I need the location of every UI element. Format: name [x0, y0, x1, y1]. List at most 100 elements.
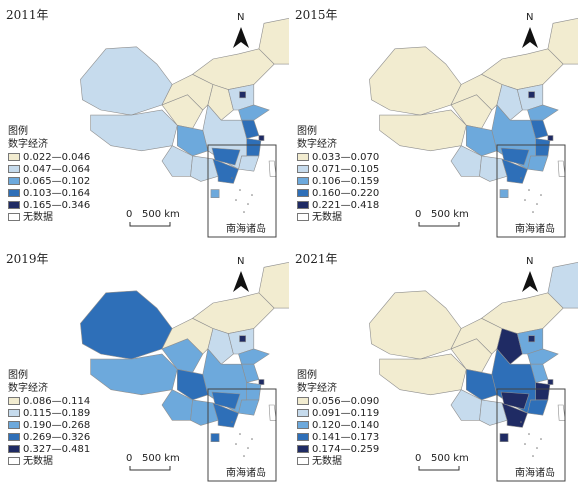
scale-zero: 0	[126, 453, 133, 464]
province-xinjiang	[369, 290, 462, 360]
inset-coast	[211, 391, 241, 410]
province-ne	[547, 17, 578, 65]
legend-swatch	[8, 409, 20, 417]
province-tibet	[90, 353, 178, 396]
island-dot	[532, 455, 534, 457]
province-fujian	[527, 399, 549, 416]
scale-bar	[418, 222, 460, 227]
legend-item: 0.165—0.346	[8, 199, 90, 211]
legend: 图例 数字经济 0.022—0.046 0.047—0.064 0.065—0.102 0…	[8, 125, 90, 223]
province-ne	[258, 261, 289, 309]
legend-swatch	[8, 433, 20, 441]
legend-range-label: 0.103—0.164	[23, 187, 91, 199]
island-dot	[243, 455, 245, 457]
inset-label: 南海诸岛	[226, 468, 266, 479]
legend-item: 0.033—0.070	[297, 151, 379, 163]
inset-coast	[211, 147, 241, 166]
legend-range-label: 0.047—0.064	[23, 163, 91, 175]
island-dot	[239, 433, 241, 435]
island-dot	[243, 211, 245, 213]
island-dot	[247, 203, 249, 205]
province-ne	[258, 17, 289, 65]
legend-title: 图例	[297, 126, 317, 137]
province-shandong	[527, 104, 559, 121]
legend-range-label: 0.120—0.140	[312, 419, 380, 431]
province-shandong	[238, 348, 270, 365]
legend-swatch	[297, 189, 309, 197]
province-taiwan	[557, 160, 566, 177]
province-hainan	[499, 433, 509, 443]
legend-title: 图例	[297, 370, 317, 381]
legend-swatch	[8, 457, 20, 465]
legend: 图例 数字经济 0.056—0.090 0.091—0.119 0.120—0.140 0…	[297, 369, 379, 467]
island-dot	[540, 438, 542, 440]
inset-coast	[500, 147, 530, 166]
province-guangxi	[190, 155, 219, 182]
province-shandong	[527, 348, 559, 365]
legend-item: 0.221—0.418	[297, 199, 379, 211]
province-shanghai	[258, 379, 265, 385]
legend-swatch	[297, 421, 309, 429]
province-fujian	[527, 155, 549, 172]
panel-year-title: 2019年	[6, 252, 49, 266]
legend-range-label: 0.190—0.268	[23, 419, 91, 431]
legend-nodata-label: 无数据	[23, 455, 53, 467]
legend-swatch	[297, 165, 309, 173]
north-label: N	[526, 256, 534, 267]
province-guangxi	[190, 399, 219, 426]
legend-swatch	[297, 213, 309, 221]
legend-nodata-label: 无数据	[312, 211, 342, 223]
legend-subtitle: 数字经济	[297, 383, 337, 394]
legend-title: 图例	[8, 126, 28, 137]
island-dot	[520, 421, 522, 423]
north-arrow-icon	[233, 27, 249, 48]
province-hainan	[210, 433, 220, 443]
legend-item: 0.103—0.164	[8, 187, 90, 199]
province-northChina	[496, 328, 523, 365]
north-label: N	[526, 12, 534, 23]
china-map	[369, 17, 578, 238]
legend-item: 0.141—0.173	[297, 431, 379, 443]
legend-subtitle: 数字经济	[8, 383, 48, 394]
north-arrow-icon	[522, 27, 538, 48]
legend-swatch	[8, 445, 20, 453]
legend-swatch	[297, 445, 309, 453]
legend: 图例 数字经济 0.086—0.114 0.115—0.189 0.190—0.268 0…	[8, 369, 90, 467]
legend-swatch	[297, 201, 309, 209]
scale-zero: 0	[415, 453, 422, 464]
scale-zero: 0	[415, 209, 422, 220]
legend-range-label: 0.033—0.070	[312, 151, 380, 163]
province-fujian	[238, 155, 260, 172]
china-map	[369, 261, 578, 482]
province-yunnan	[450, 145, 482, 177]
province-fujian	[238, 399, 260, 416]
province-xinjiang	[80, 46, 173, 116]
legend-range-label: 0.022—0.046	[23, 151, 91, 163]
panel-year-title: 2015年	[295, 8, 338, 22]
province-beijing	[239, 91, 246, 99]
island-dot	[540, 194, 542, 196]
legend-item-nodata: 无数据	[297, 211, 379, 223]
island-dot	[524, 443, 526, 445]
map-panel-2011: 2011年 N 图例 数字经济 0.022—0.046 0.047—0.064 0.065—…	[0, 0, 289, 243]
legend-swatch	[297, 153, 309, 161]
north-arrow-icon	[233, 271, 249, 292]
legend-item: 0.071—0.105	[297, 163, 379, 175]
legend-swatch	[8, 165, 20, 173]
island-dot	[239, 189, 241, 191]
legend-swatch	[8, 189, 20, 197]
map-panel-2021: 2021年 N 图例 数字经济 0.056—0.090 0.091—0.119 0.120—…	[289, 244, 578, 487]
scale-bar	[418, 466, 460, 471]
inset-coast	[500, 391, 530, 410]
scale-label: 500 km	[142, 209, 180, 220]
legend-item: 0.120—0.140	[297, 419, 379, 431]
north-arrow-icon	[522, 271, 538, 292]
legend-swatch	[8, 177, 20, 185]
inset-label: 南海诸岛	[515, 468, 555, 479]
panel-year-title: 2021年	[295, 252, 338, 266]
province-beijing	[239, 335, 246, 343]
province-yunnan	[161, 389, 193, 421]
north-label: N	[237, 12, 245, 23]
province-taiwan	[268, 160, 277, 177]
legend-nodata-label: 无数据	[312, 455, 342, 467]
